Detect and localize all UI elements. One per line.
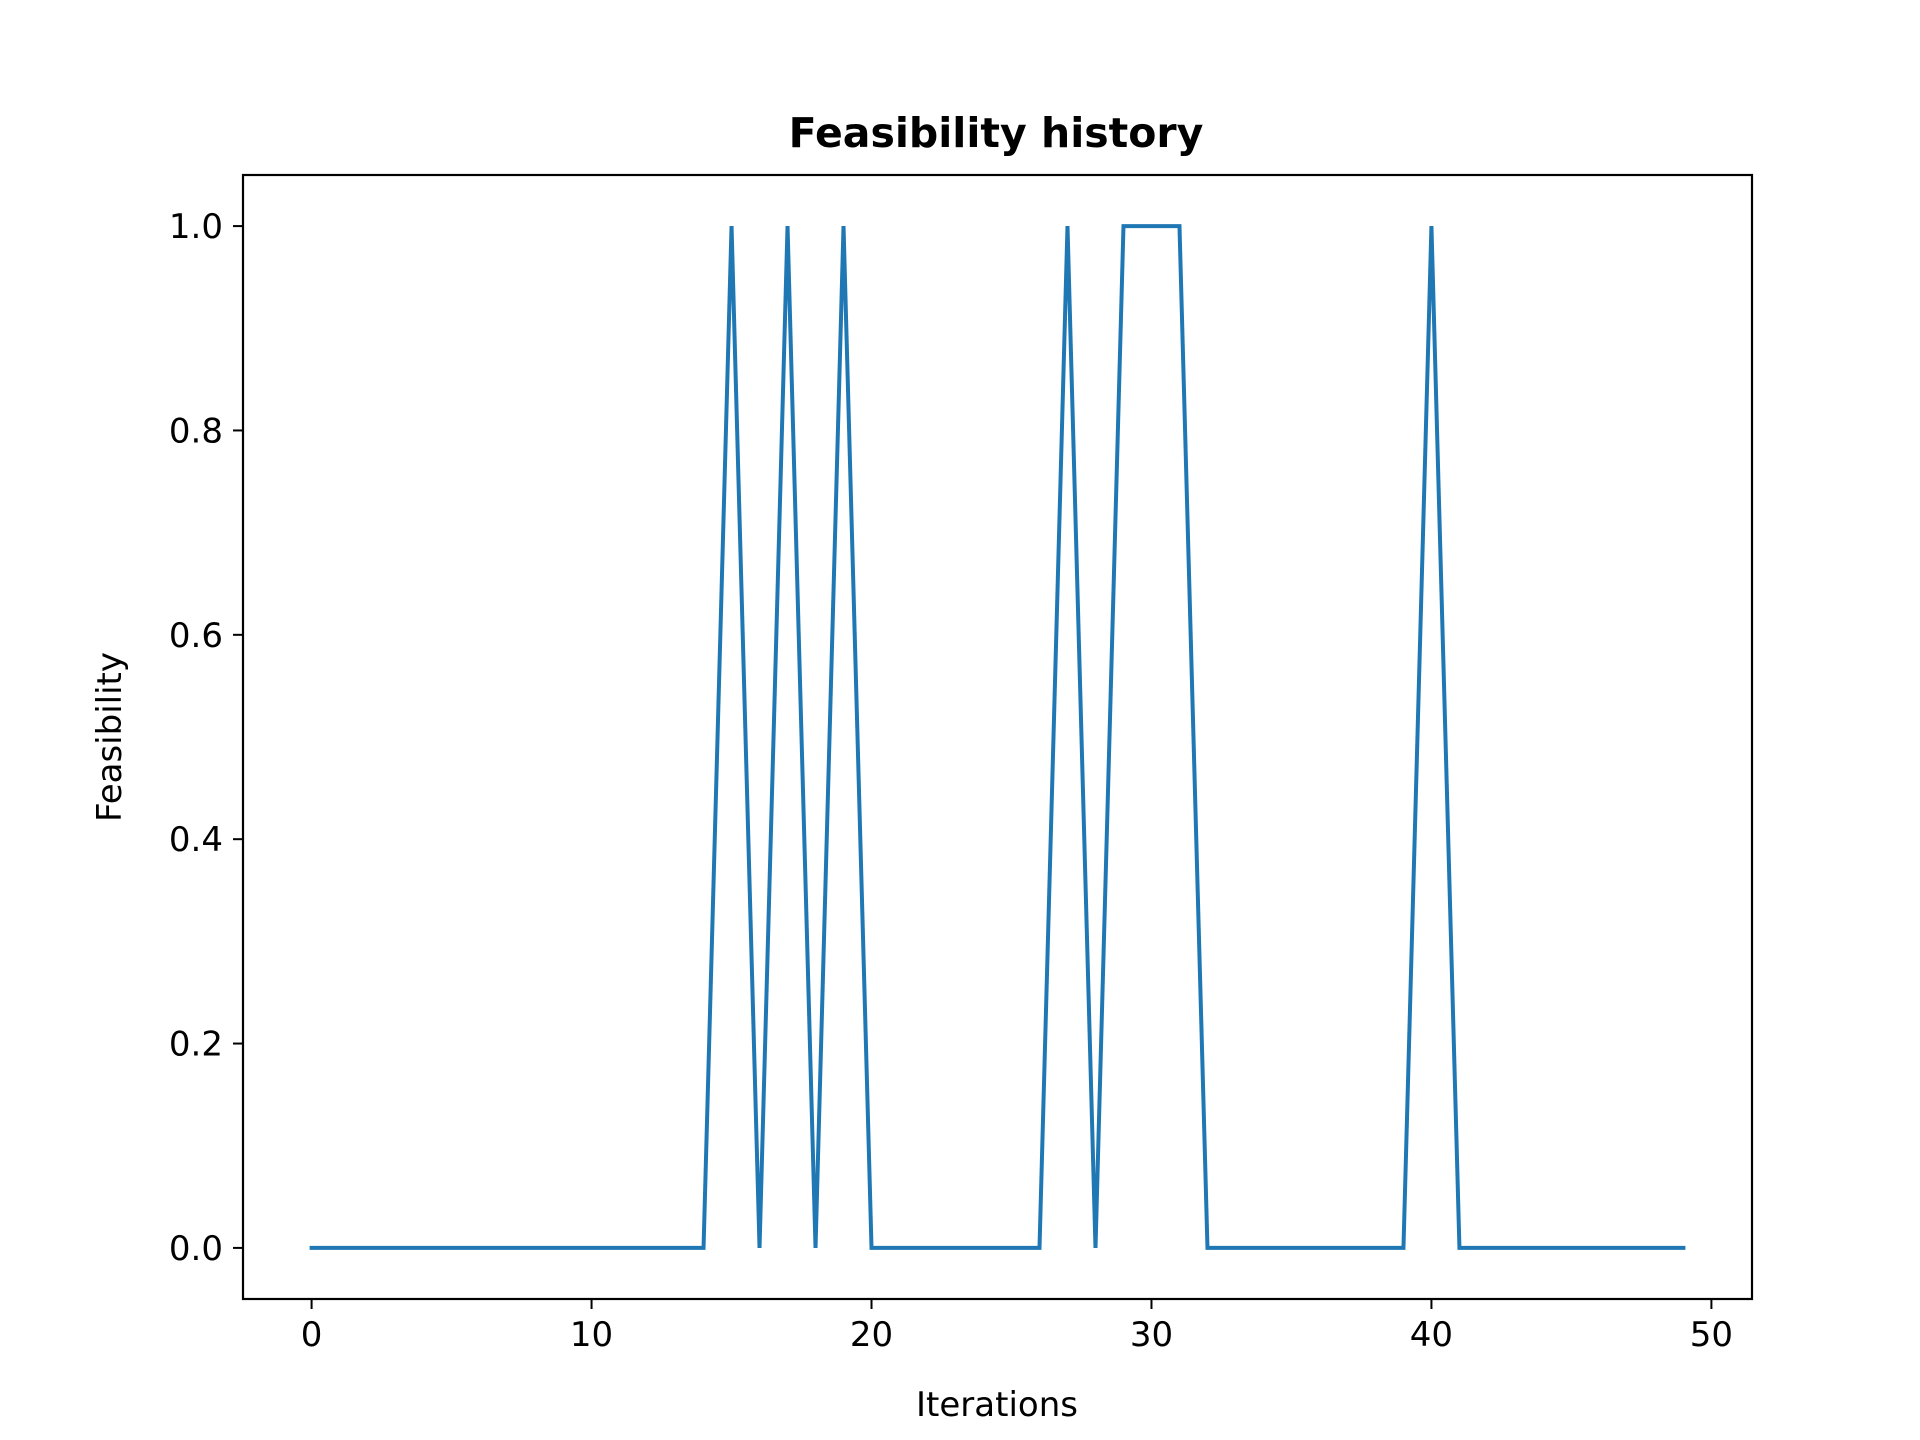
x-axis: 0 10 20 30 40 50	[301, 1299, 1733, 1355]
y-tick-label: 0.2	[169, 1025, 223, 1065]
y-tick-label: 0.6	[169, 616, 223, 656]
y-axis-label: Feasibility	[90, 652, 130, 822]
series-line	[309, 224, 1686, 1250]
x-tick-label: 30	[1130, 1315, 1173, 1355]
y-tick-label: 1.0	[169, 207, 223, 247]
x-tick-label: 20	[850, 1315, 893, 1355]
y-tick-label: 0.0	[169, 1229, 223, 1269]
y-tick-label: 0.4	[169, 820, 223, 860]
y-tick-label: 0.8	[169, 411, 223, 451]
x-tick-label: 0	[301, 1315, 323, 1355]
series-layer	[309, 224, 1686, 1250]
x-tick-label: 10	[570, 1315, 613, 1355]
x-axis-label: Iterations	[916, 1385, 1078, 1425]
plot-frame	[241, 173, 1754, 1301]
y-axis: 0.0 0.2 0.4 0.6 0.8 1.0	[169, 207, 243, 1269]
x-tick-label: 40	[1410, 1315, 1453, 1355]
x-tick-label: 50	[1690, 1315, 1733, 1355]
chart-title: Feasibility history	[789, 109, 1204, 157]
